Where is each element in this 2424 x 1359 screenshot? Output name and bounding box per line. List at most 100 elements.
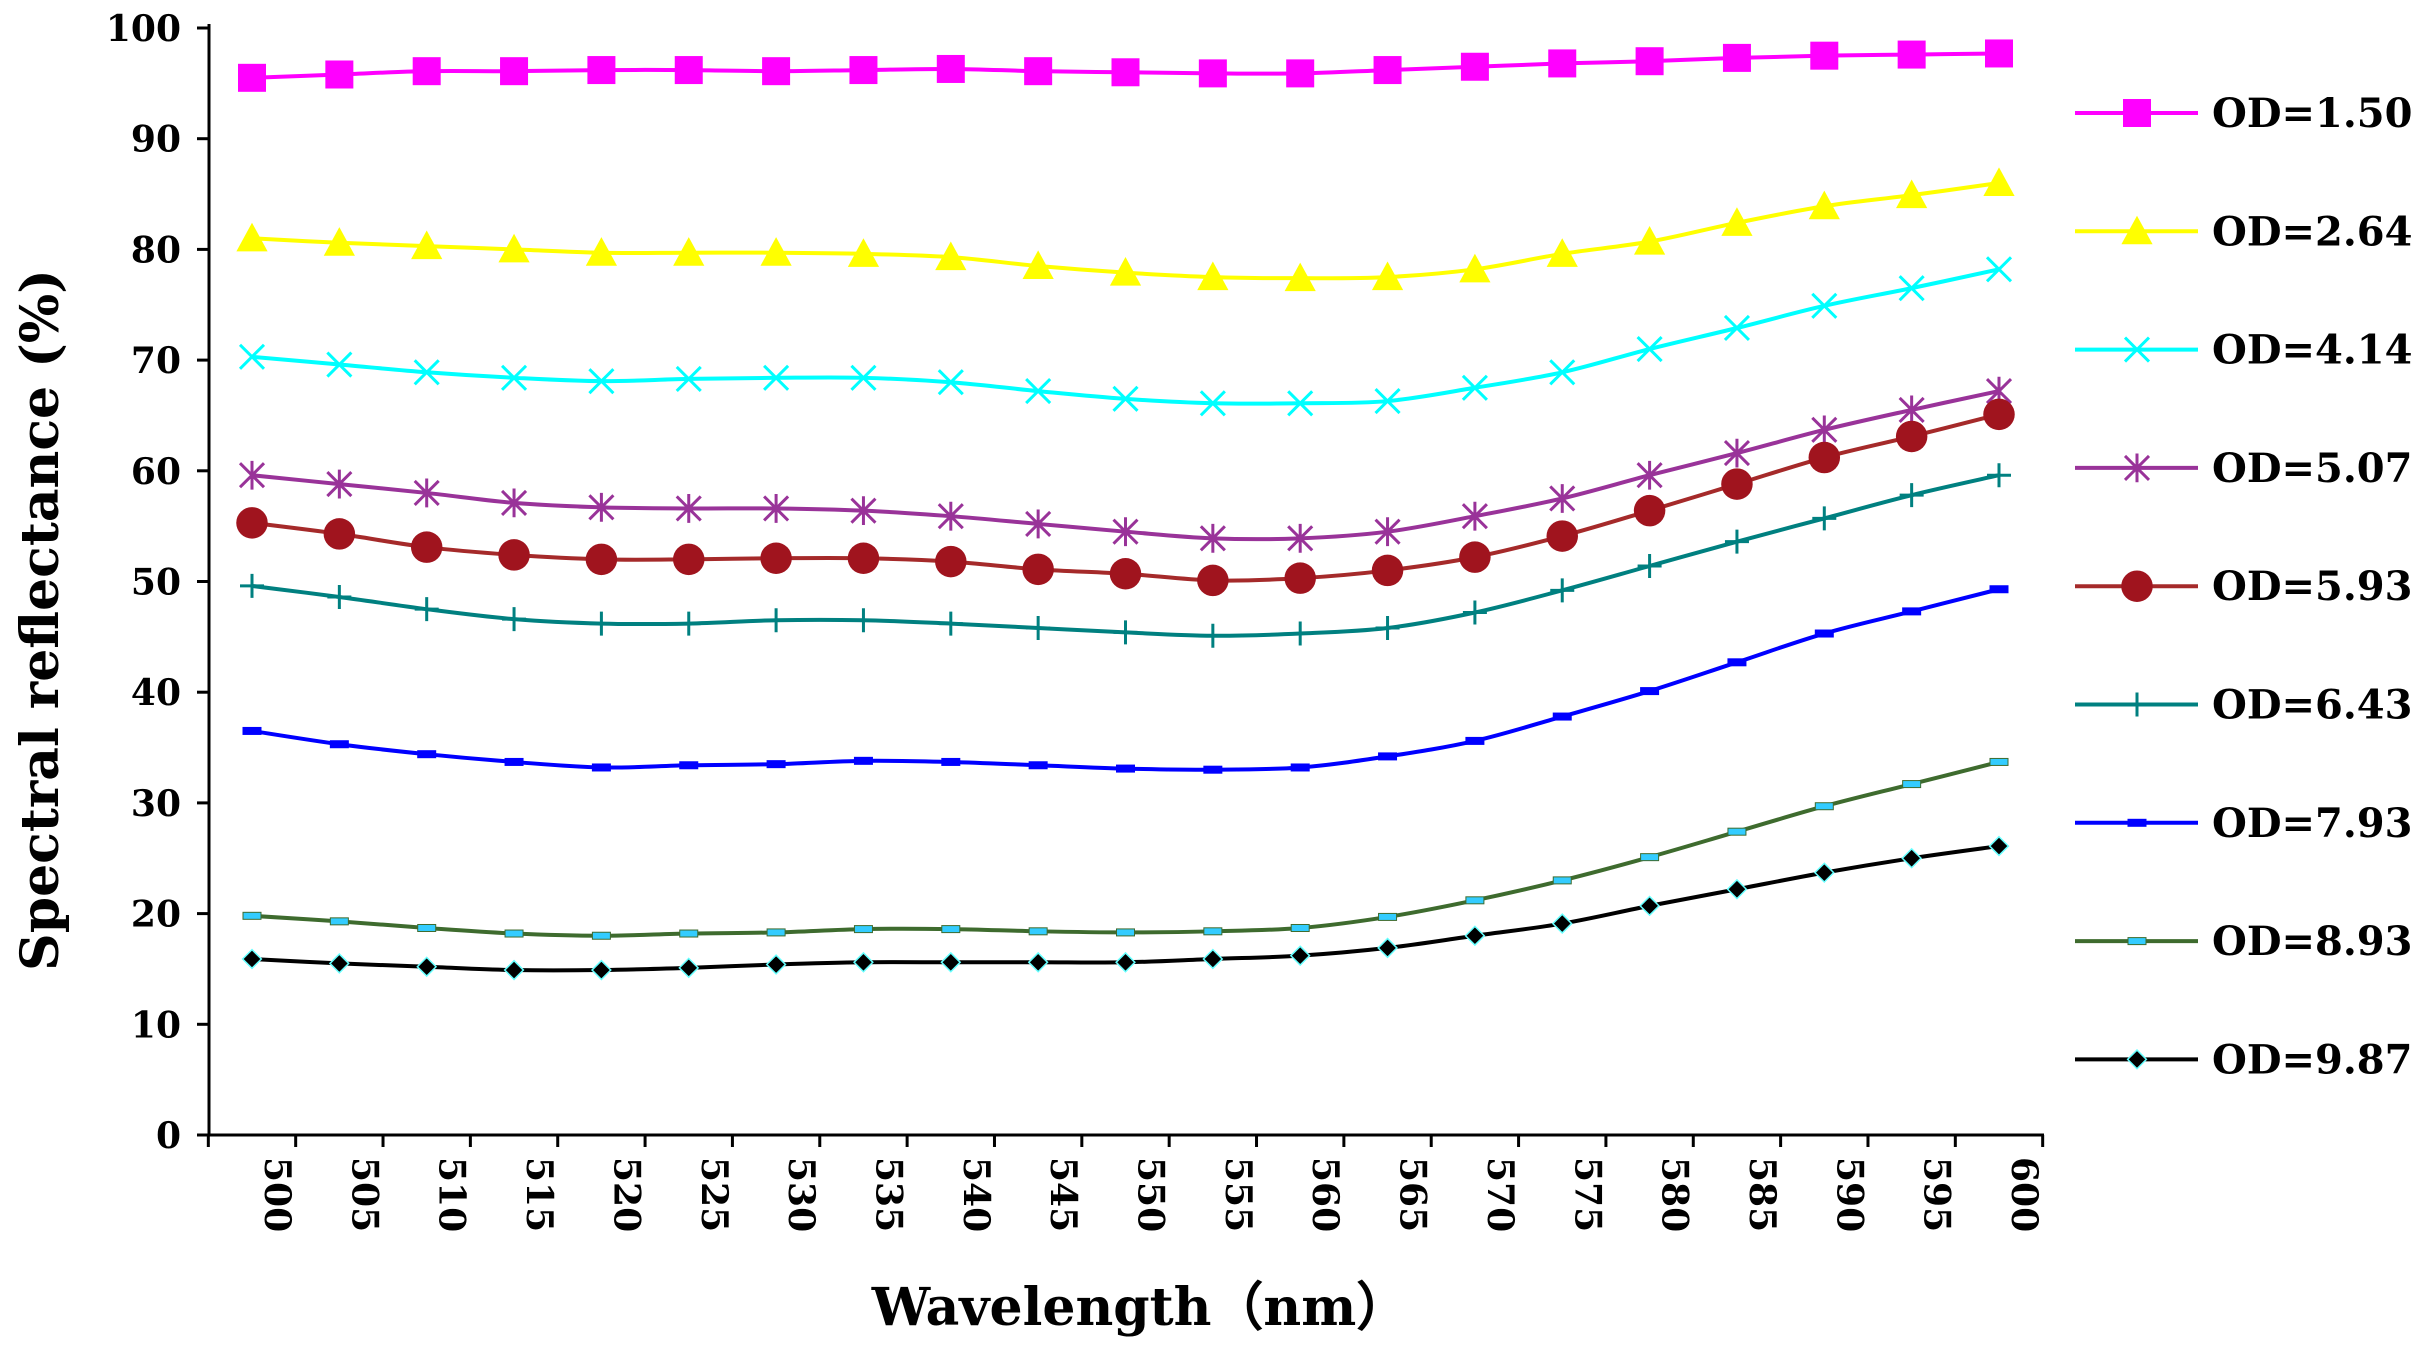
triangle-marker (1197, 261, 1229, 291)
square-marker (1548, 49, 1577, 78)
dash-marker (329, 917, 349, 926)
star-marker (850, 496, 877, 526)
circle-marker (1109, 558, 1142, 590)
legend-label: OD=7.93 (2212, 800, 2412, 847)
plus-marker (1200, 623, 1225, 648)
square-marker (936, 54, 965, 83)
dash-marker (591, 931, 611, 940)
star-marker (1199, 523, 1226, 553)
legend: OD=1.50 OD=2.64 OD=4.14 OD=5.07 OD=5.93 OD=6.… (2075, 90, 2412, 1083)
star-marker (238, 460, 266, 490)
x-marker (1636, 335, 1663, 363)
series-od-9-87 (241, 835, 2010, 981)
x-marker (500, 364, 528, 391)
triangle-marker (1284, 262, 1316, 292)
x-tick-label: 550 (1130, 1157, 1172, 1232)
dash-marker (1814, 629, 1834, 638)
diamond-marker (1551, 913, 1573, 934)
circle-marker (2121, 570, 2153, 602)
dash-marker (1727, 658, 1747, 667)
diamond-marker (1813, 862, 1835, 884)
series-line (251, 844, 2000, 973)
series-line (251, 760, 2000, 938)
star-marker (1811, 415, 1838, 445)
plus-marker (502, 607, 527, 632)
x-tick-label: 535 (867, 1157, 909, 1232)
circle-marker (847, 542, 880, 575)
circle-marker (1197, 564, 1229, 597)
y-tick-label: 60 (131, 451, 181, 493)
x-marker (1199, 390, 1226, 417)
plus-marker (938, 611, 963, 636)
circle-marker (323, 518, 356, 550)
star-marker (413, 478, 440, 508)
circle-marker (1022, 553, 1054, 586)
square-marker (1286, 59, 1315, 88)
dash-marker (1989, 757, 2009, 766)
dash-marker (1116, 764, 1135, 773)
circle-marker (1983, 398, 2015, 431)
circle-marker (1633, 494, 1666, 527)
plus-marker (1724, 529, 1749, 554)
x-marker (850, 364, 877, 391)
plus-marker (1812, 506, 1837, 531)
plus-marker (1375, 615, 1400, 640)
triangle-marker (585, 237, 617, 266)
plus-marker (1288, 621, 1313, 646)
legend-label: OD=5.93 (2212, 563, 2412, 610)
star-marker (1461, 501, 1488, 531)
triangle-marker (323, 227, 355, 256)
plus-marker (1462, 600, 1487, 625)
dash-marker (1290, 923, 1310, 932)
x-tick-label: 520 (605, 1157, 647, 1232)
diamond-marker (416, 956, 438, 978)
legend-item: OD=2.64 (2075, 208, 2412, 255)
x-tick-label: 590 (1828, 1157, 1870, 1232)
star-marker (937, 501, 964, 531)
triangle-marker (1983, 167, 2015, 196)
y-tick-label: 20 (131, 894, 181, 936)
diamond-marker (678, 957, 700, 979)
series-od-7-93 (242, 585, 2009, 774)
x-marker (588, 368, 615, 395)
x-marker (675, 365, 702, 392)
x-marker (238, 343, 266, 370)
square-marker (1373, 56, 1402, 85)
diamond-marker (853, 951, 874, 973)
legend-item: OD=5.93 (2075, 563, 2412, 610)
legend-item: OD=4.14 (2075, 327, 2412, 374)
y-tick-label: 50 (131, 562, 181, 604)
star-marker (763, 494, 790, 523)
diamond-marker (1202, 948, 1224, 970)
dash-marker (1902, 780, 1922, 789)
square-marker (674, 56, 703, 85)
plus-marker (1899, 483, 1924, 508)
series-line (251, 267, 2000, 406)
circle-marker (1284, 562, 1316, 594)
legend-item: OD=9.87 (2075, 1036, 2412, 1083)
dash-marker (2127, 937, 2147, 946)
plus-marker (1113, 620, 1138, 645)
series-od-4-14 (238, 256, 2013, 417)
square-marker (500, 57, 529, 86)
circle-marker (935, 545, 967, 578)
axes: 0 10 20 30 40 50 60 70 80 90 100 500 505 510 515 520 525… (106, 8, 2045, 1232)
x-tick-label: 530 (780, 1157, 822, 1232)
dash-marker (417, 750, 437, 759)
plus-marker (2125, 692, 2149, 717)
star-marker (500, 488, 528, 518)
dash-marker (2127, 818, 2147, 827)
plus-marker (240, 573, 264, 598)
dash-marker (1203, 927, 1223, 936)
circle-marker (1459, 541, 1491, 573)
y-tick-label: 40 (131, 672, 181, 714)
diamond-marker (1464, 925, 1486, 947)
series-group (236, 39, 2015, 981)
diamond-marker (940, 951, 962, 973)
triangle-marker (1634, 226, 1666, 255)
dash-marker (941, 757, 961, 766)
triangle-marker (2121, 215, 2153, 245)
star-marker (1025, 509, 1052, 539)
legend-item: OD=7.93 (2075, 800, 2412, 847)
square-marker (849, 56, 878, 85)
